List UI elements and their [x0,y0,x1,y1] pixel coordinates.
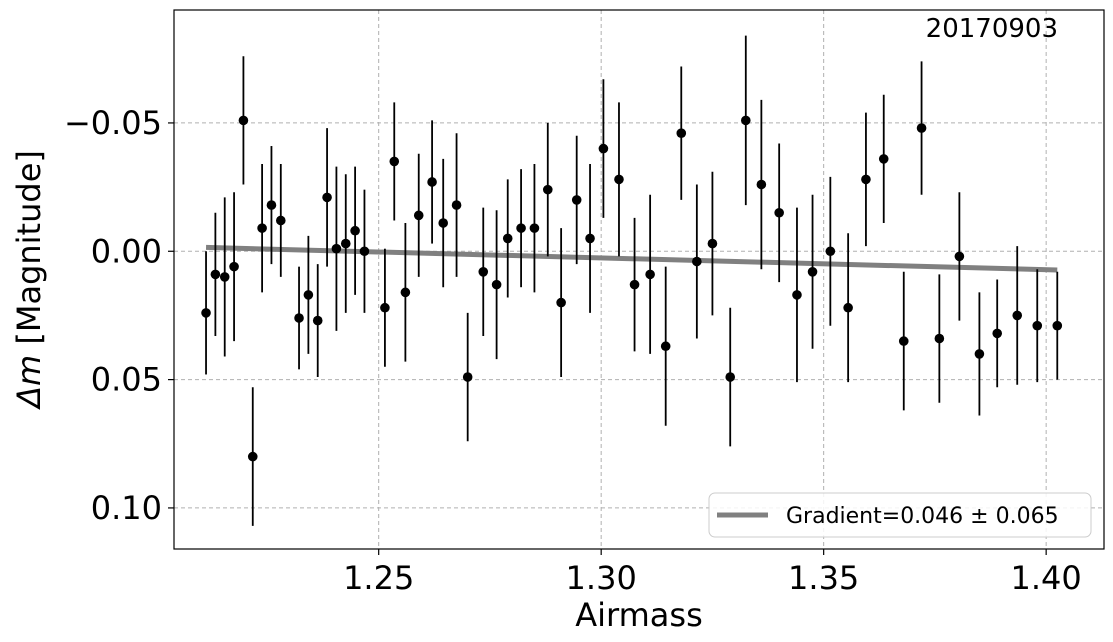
data-point [219,272,230,282]
data-point [350,225,360,236]
data-point [257,223,267,233]
data-point [340,238,351,249]
x-tick-label: 1.30 [566,559,637,597]
data-point [740,115,751,126]
legend-entry-fit: Gradient=0.046 ± 0.065 [786,504,1059,529]
data-point [571,195,582,205]
data-point [502,233,513,244]
data-point [359,246,370,257]
data-point [898,336,909,346]
data-point [427,177,437,187]
fit-line [205,244,1058,273]
data-point [707,238,718,249]
data-point [247,451,258,462]
fit-line-layer [205,244,1058,273]
data-point [725,372,736,382]
x-axis-label: Airmass [575,596,703,634]
data-point [916,123,927,133]
data-point [229,261,239,272]
data-point [807,267,818,277]
data-point [934,333,945,344]
y-tick-label: −0.05 [64,104,162,142]
data-point [992,328,1003,339]
data-point [676,128,687,138]
data-point [400,287,411,298]
data-point [756,179,767,190]
plot-frame [173,9,1105,550]
data-point [462,372,473,382]
data-point [774,207,784,218]
data-point [451,200,462,210]
data-point [692,256,702,267]
data-point [491,279,502,290]
data-point [792,290,802,300]
legend: Gradient=0.046 ± 0.065 [708,492,1092,538]
data-point [413,210,424,221]
data-point [201,308,211,318]
data-point [1012,310,1023,321]
data-point [645,269,655,280]
data-point [878,154,889,164]
date-annotation: 20170903 [926,14,1058,44]
data-point [389,156,400,167]
y-axis-ticks: −0.05 0.00 0.05 0.10 [64,104,174,527]
x-tick-label: 1.35 [788,559,859,597]
y-axis-label: Δm [Magnitude] [10,150,48,411]
data-point [556,297,566,308]
data-point [861,174,871,185]
data-point [585,233,595,244]
data-point [825,246,836,257]
y-tick-label: 0.05 [91,361,162,399]
data-point [629,279,640,290]
legend-box [708,492,1092,538]
y-tick-label: 0.10 [91,489,162,527]
x-tick-label: 1.25 [343,559,414,597]
y-axis-label-text: [Magnitude] [10,150,48,355]
data-point [238,115,249,126]
data-point [303,290,314,300]
data-point [266,200,277,210]
data-point [660,341,671,352]
y-axis-label-symbol: Δm [10,355,48,411]
x-tick-label: 1.40 [1011,559,1082,597]
data-points [201,35,1063,526]
y-tick-label: 0.00 [91,232,162,270]
data-point [1032,320,1043,331]
data-point [478,267,489,277]
data-point [322,192,332,203]
data-point [380,302,390,313]
data-point [598,143,609,154]
data-point [312,315,323,326]
data-point [954,251,965,262]
data-point [529,223,540,233]
data-point [516,223,526,233]
data-point [974,349,985,359]
data-point [210,269,221,280]
grid [174,10,1104,549]
data-point [542,184,553,195]
data-point [275,215,286,226]
data-point [294,313,304,323]
data-point [614,174,624,185]
data-point [331,243,342,254]
data-point [843,302,853,313]
x-axis-ticks: 1.25 1.30 1.35 1.40 [343,549,1082,597]
data-point [438,218,449,228]
data-point [1052,320,1063,331]
